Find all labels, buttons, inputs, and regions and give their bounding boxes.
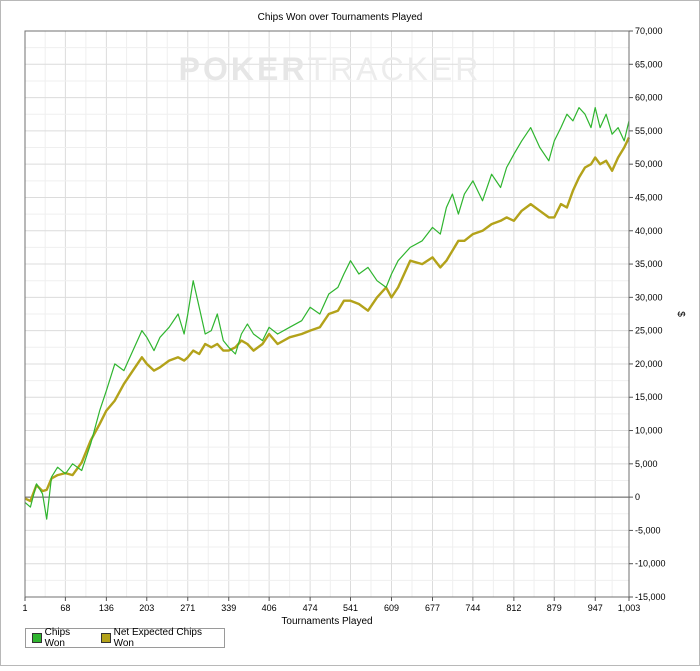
y-tick-label: 45,000: [635, 192, 663, 202]
x-tick-label: 744: [465, 603, 480, 613]
series-line-chips-won: [24, 106, 630, 520]
y-tick-label: 50,000: [635, 159, 663, 169]
x-tick-label: 609: [384, 603, 399, 613]
x-axis-label: Tournaments Played: [281, 616, 372, 627]
legend-label-chips-won: Chips Won: [44, 627, 71, 649]
y-tick-label: 0: [635, 492, 640, 502]
y-tick-label: 25,000: [635, 326, 663, 336]
y-tick-label: 55,000: [635, 126, 663, 136]
legend-swatch-net-expected: [100, 633, 111, 643]
grid-layer: [25, 31, 629, 597]
legend: Chips Won Net Expected Chips Won: [25, 627, 225, 649]
x-tick-label: 1: [22, 603, 27, 613]
y-tick-label: 65,000: [635, 59, 663, 69]
svg-text:POKERTRACKER: POKERTRACKER: [179, 51, 482, 87]
x-tick-label: 879: [547, 603, 562, 613]
y-tick-label: 15,000: [635, 392, 663, 402]
plot-area: [24, 30, 630, 598]
y-tick-label: -15,000: [635, 592, 666, 602]
x-tick-label: 339: [221, 603, 236, 613]
y-axis-label: $: [675, 311, 686, 317]
legend-label-net-expected: Net Expected Chips Won: [113, 627, 202, 649]
y-tick-label: 35,000: [635, 259, 663, 269]
y-tick-label: 5,000: [635, 459, 658, 469]
x-tick-label: 203: [139, 603, 154, 613]
x-tick-label: 271: [180, 603, 195, 613]
y-tick-label: 20,000: [635, 359, 663, 369]
x-tick-label: 677: [425, 603, 440, 613]
x-tick-label: 947: [588, 603, 603, 613]
legend-item-chips-won[interactable]: Chips Won: [32, 627, 91, 649]
y-tick-label: -10,000: [635, 559, 666, 569]
legend-swatch-chips-won: [32, 633, 42, 643]
series-line-net-expected-chips-won: [24, 136, 631, 503]
y-tick-label: -5,000: [635, 525, 661, 535]
x-tick-label: 68: [60, 603, 70, 613]
x-tick-label: 474: [303, 603, 318, 613]
watermark-text-poker: POKER: [179, 51, 308, 87]
watermark-text-tracker: TRACKER: [307, 51, 481, 87]
legend-item-net-expected[interactable]: Net Expected Chips Won: [100, 627, 220, 649]
x-tick-label: 541: [343, 603, 358, 613]
series-layer: [24, 106, 631, 520]
x-tick-label: 1,003: [618, 603, 641, 613]
watermark: POKERTRACKER: [179, 51, 482, 87]
y-tick-label: 70,000: [635, 26, 663, 36]
y-tick-label: 40,000: [635, 226, 663, 236]
axis-layer: 1 68 136 203 271 339 406 474 541 609 677 744 812 879 9…: [22, 26, 665, 613]
x-tick-label: 812: [506, 603, 521, 613]
y-tick-label: 60,000: [635, 93, 663, 103]
x-tick-label: 406: [262, 603, 277, 613]
y-tick-label: 10,000: [635, 426, 663, 436]
chart-title: Chips Won over Tournaments Played: [258, 12, 423, 23]
x-tick-label: 136: [99, 603, 114, 613]
y-tick-label: 30,000: [635, 292, 663, 302]
